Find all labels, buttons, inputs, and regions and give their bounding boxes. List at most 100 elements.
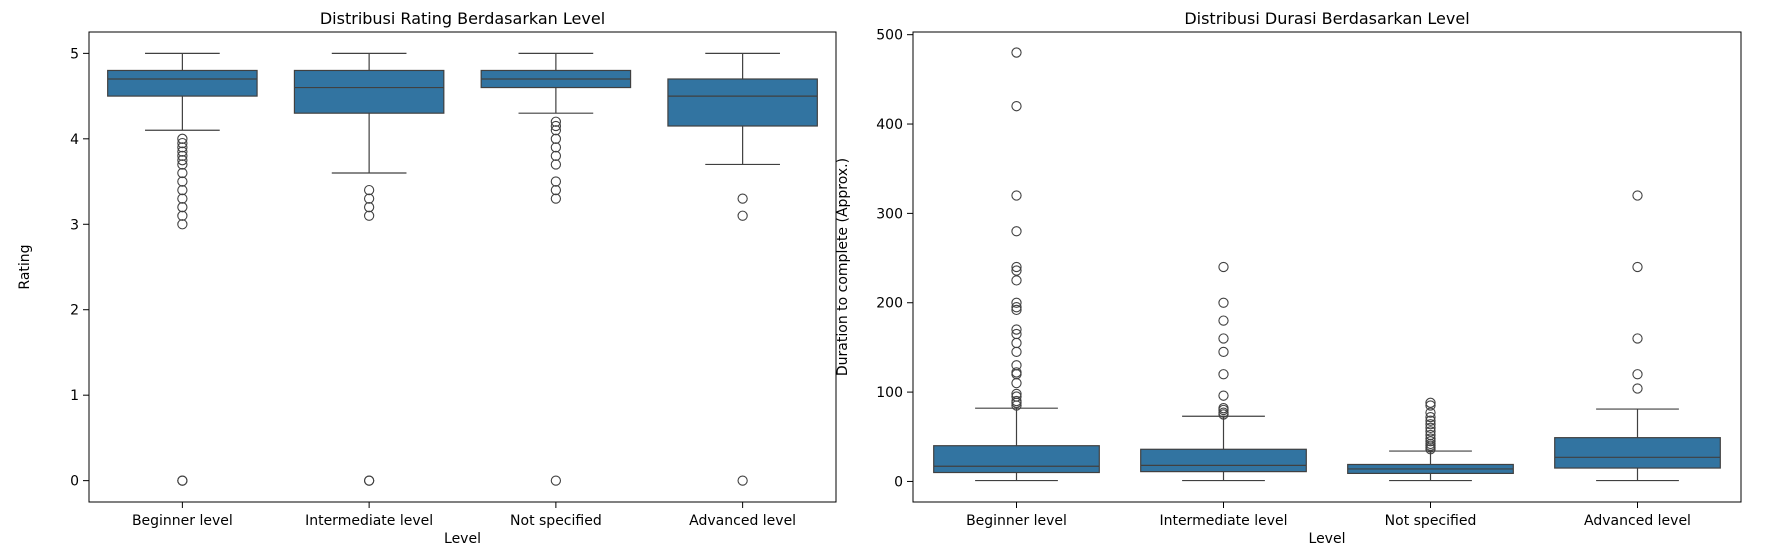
outlier-point bbox=[1632, 369, 1643, 380]
outlier-point bbox=[550, 142, 562, 153]
outlier-point bbox=[1218, 261, 1229, 273]
outlier-point bbox=[1011, 324, 1022, 335]
outlier-point bbox=[1425, 397, 1436, 408]
outlier-point bbox=[550, 133, 562, 144]
x-axis-label: Level bbox=[444, 531, 481, 547]
y-tick-label: 200 bbox=[876, 296, 903, 312]
chart-title: Distribusi Rating Berdasarkan Level bbox=[320, 9, 605, 28]
outlier-point bbox=[1218, 315, 1229, 326]
iqr-box bbox=[107, 69, 258, 97]
outlier-point bbox=[1011, 265, 1022, 276]
x-tick-label: Beginner level bbox=[966, 513, 1067, 529]
outlier-point bbox=[1218, 333, 1229, 344]
y-tick-label: 100 bbox=[876, 385, 903, 401]
outlier-point bbox=[1011, 101, 1022, 112]
outlier-point bbox=[363, 184, 375, 196]
outlier-point bbox=[550, 176, 562, 187]
plot-frame bbox=[912, 31, 1742, 503]
outlier-point bbox=[550, 125, 562, 136]
outlier-point bbox=[1425, 415, 1436, 426]
y-tick-label: 4 bbox=[70, 132, 79, 148]
outlier-point bbox=[1011, 302, 1022, 313]
y-tick-label: 3 bbox=[70, 217, 79, 233]
outlier-point bbox=[737, 475, 748, 486]
outlier-point bbox=[1218, 346, 1229, 358]
outlier-point bbox=[1425, 419, 1436, 430]
outlier-point bbox=[550, 159, 562, 170]
y-tick-label: 500 bbox=[876, 28, 903, 44]
outlier-point bbox=[177, 210, 188, 221]
iqr-box bbox=[933, 445, 1100, 474]
x-tick-label: Advanced level bbox=[689, 513, 796, 529]
outlier-point bbox=[1011, 226, 1022, 237]
outlier-point bbox=[1425, 400, 1436, 411]
outlier-point bbox=[177, 146, 188, 157]
x-tick-label: Not specified bbox=[1385, 513, 1477, 529]
rating-boxplot: Distribusi Rating Berdasarkan Level 0 1 2 3 4… bbox=[17, 9, 837, 547]
outlier-point bbox=[1218, 369, 1229, 380]
y-axis-label: Rating bbox=[17, 244, 33, 289]
outlier-point bbox=[363, 475, 375, 486]
outlier-point bbox=[1011, 275, 1022, 286]
outlier-point bbox=[1425, 411, 1436, 423]
outlier-point bbox=[550, 193, 562, 204]
outlier-point bbox=[177, 159, 188, 170]
outlier-point bbox=[1632, 261, 1643, 273]
outlier-point bbox=[1632, 383, 1643, 394]
outlier-point bbox=[177, 475, 188, 486]
outlier-point bbox=[1011, 190, 1022, 201]
y-tick-label: 300 bbox=[876, 206, 903, 222]
outlier-point bbox=[1218, 297, 1229, 308]
y-tick-label: 0 bbox=[70, 474, 79, 490]
outlier-point bbox=[1011, 261, 1022, 273]
x-axis-label: Level bbox=[1309, 531, 1346, 547]
x-tick-label: Beginner level bbox=[132, 513, 233, 529]
outlier-point bbox=[363, 193, 375, 204]
iqr-box bbox=[667, 78, 818, 127]
outlier-point bbox=[550, 184, 562, 196]
iqr-box bbox=[1140, 448, 1307, 473]
outlier-point bbox=[177, 167, 188, 179]
y-tick-label: 400 bbox=[876, 117, 903, 133]
outlier-point bbox=[1011, 337, 1022, 349]
x-tick-label: Intermediate level bbox=[1159, 513, 1287, 529]
plot-frame bbox=[88, 31, 837, 503]
y-axis-label: Duration to complete (Approx.) bbox=[835, 158, 851, 376]
outlier-point bbox=[177, 184, 188, 196]
y-tick-label: 0 bbox=[894, 474, 903, 490]
x-tick-label: Advanced level bbox=[1584, 513, 1691, 529]
outlier-point bbox=[1425, 444, 1436, 455]
outlier-point bbox=[1218, 390, 1229, 401]
outlier-point bbox=[1011, 378, 1022, 389]
outlier-point bbox=[363, 202, 375, 213]
outlier-point bbox=[1011, 397, 1022, 408]
outlier-point bbox=[177, 219, 188, 230]
iqr-box bbox=[293, 69, 445, 114]
y-tick-label: 1 bbox=[70, 388, 79, 404]
outlier-point bbox=[550, 475, 562, 486]
outlier-point bbox=[1218, 404, 1229, 416]
outlier-point bbox=[177, 155, 188, 166]
outlier-point bbox=[177, 176, 188, 187]
outlier-point bbox=[550, 120, 562, 132]
outlier-point bbox=[177, 142, 188, 153]
outlier-point bbox=[1425, 426, 1436, 437]
outlier-point bbox=[1425, 422, 1436, 433]
y-tick-label: 5 bbox=[70, 46, 79, 62]
outlier-point bbox=[1011, 297, 1022, 308]
outlier-point bbox=[737, 193, 748, 204]
outlier-point bbox=[1632, 190, 1643, 201]
outlier-point bbox=[1011, 304, 1022, 316]
outlier-point bbox=[177, 202, 188, 213]
outlier-point bbox=[1218, 409, 1229, 420]
outlier-point bbox=[737, 210, 748, 221]
y-tick-label: 2 bbox=[70, 303, 79, 319]
outlier-point bbox=[177, 133, 188, 144]
outlier-point bbox=[550, 150, 562, 162]
outlier-point bbox=[363, 210, 375, 221]
x-tick-label: Not specified bbox=[510, 513, 602, 529]
outlier-point bbox=[177, 193, 188, 204]
iqr-box bbox=[1554, 437, 1721, 469]
